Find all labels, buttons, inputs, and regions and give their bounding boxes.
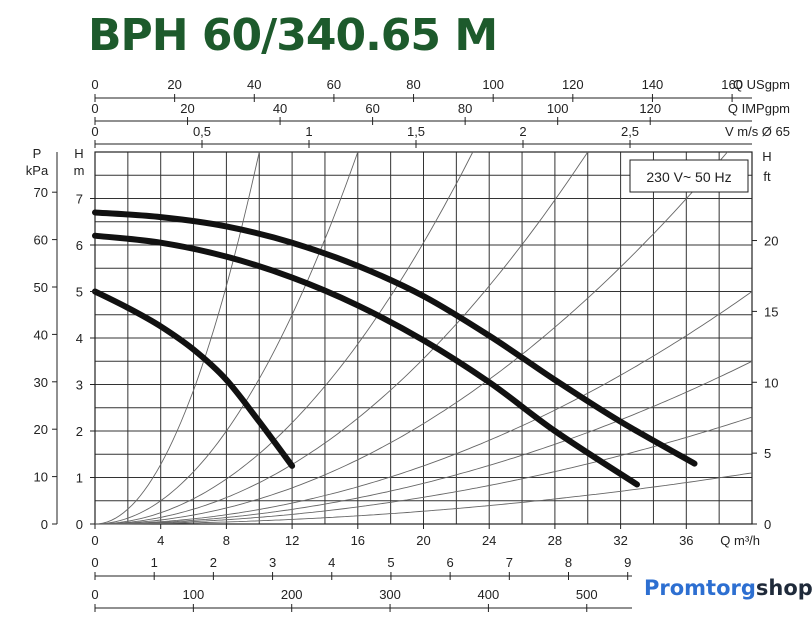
ft-tick-label: 20 <box>764 234 778 249</box>
bottom-axis-tick-label: 100 <box>183 587 205 602</box>
p-tick-label: 20 <box>34 422 48 437</box>
h-tick-label: 7 <box>76 192 83 207</box>
top-axis-label: V m/s Ø 65 <box>725 124 790 139</box>
top-axis-tick-label: 60 <box>365 101 379 116</box>
h-tick-label: 5 <box>76 285 83 300</box>
p-tick-label: 70 <box>34 185 48 200</box>
top-axis-tick-label: 20 <box>167 77 181 92</box>
bottom-axis-tick-label: 1 <box>151 555 158 570</box>
ft-tick-label: 15 <box>764 304 778 319</box>
system-curve-1 <box>94 151 260 525</box>
top-axis-tick-label: 0 <box>91 101 98 116</box>
h-tick-label: 0 <box>76 517 83 532</box>
system-curve-4 <box>95 151 589 525</box>
x-tick-label: 16 <box>351 533 365 548</box>
top-axis-tick-label: 60 <box>327 77 341 92</box>
ft-axis-label-bottom: ft <box>763 169 771 184</box>
x-tick-label: 4 <box>157 533 164 548</box>
x-tick-label: 20 <box>416 533 430 548</box>
top-axis-tick-label: 20 <box>180 101 194 116</box>
bottom-axis-tick-label: 200 <box>281 587 303 602</box>
system-curve-9 <box>95 472 753 525</box>
x-tick-label: 36 <box>679 533 693 548</box>
x-tick-label: 28 <box>548 533 562 548</box>
voltage-label: 230 V~ 50 Hz <box>646 169 731 185</box>
ft-tick-label: 10 <box>764 375 778 390</box>
h-axis-label-bottom: m <box>74 163 85 178</box>
top-axis-tick-label: 100 <box>547 101 569 116</box>
p-tick-label: 30 <box>34 375 48 390</box>
voltage-box <box>629 159 749 193</box>
bottom-axis-tick-label: 0 <box>91 555 98 570</box>
h-axis-label-top: H <box>74 146 83 161</box>
top-axis-tick-label: 120 <box>639 101 661 116</box>
pump-curve-3 <box>92 209 698 467</box>
pump-curve-1 <box>92 288 296 469</box>
chart-title: BPH 60/340.65 M <box>88 10 498 61</box>
top-axis-tick-label: 80 <box>458 101 472 116</box>
bottom-axis-tick-label: 7 <box>506 555 513 570</box>
top-axis-tick-label: 160 <box>721 77 743 92</box>
x-tick-label: 0 <box>91 533 98 548</box>
system-curve-6 <box>95 291 753 525</box>
system-curve-3 <box>95 151 474 525</box>
pump-curve-2 <box>92 232 640 488</box>
ft-axis-label-top: H <box>762 149 771 164</box>
p-tick-label: 60 <box>34 233 48 248</box>
p-tick-label: 40 <box>34 327 48 342</box>
top-axis-tick-label: 100 <box>482 77 504 92</box>
top-axis-label: Q IMPgpm <box>728 101 790 116</box>
top-axis-tick-label: 1 <box>305 124 312 139</box>
top-axis-tick-label: 120 <box>562 77 584 92</box>
system-curve-2 <box>94 151 359 525</box>
top-axis-tick-label: 0 <box>91 77 98 92</box>
bottom-axis-tick-label: 3 <box>269 555 276 570</box>
x-tick-label: 24 <box>482 533 496 548</box>
bottom-axis-tick-label: 500 <box>576 587 598 602</box>
p-tick-label: 10 <box>34 470 48 485</box>
logo-part2: shop <box>755 576 812 600</box>
top-axis-tick-label: 1,5 <box>407 124 425 139</box>
top-axis-tick-label: 2,5 <box>621 124 639 139</box>
bottom-axis-tick-label: 0 <box>91 587 98 602</box>
bottom-axis-tick-label: 300 <box>379 587 401 602</box>
p-tick-label: 0 <box>41 517 48 532</box>
p-axis-label-top: P <box>33 146 42 161</box>
top-axis-tick-label: 0,5 <box>193 124 211 139</box>
top-axis-tick-label: 0 <box>91 124 98 139</box>
bottom-axis-tick-label: 6 <box>447 555 454 570</box>
x-tick-label: 12 <box>285 533 299 548</box>
system-curve-7 <box>95 360 753 525</box>
ft-tick-label: 0 <box>764 517 771 532</box>
h-tick-label: 1 <box>76 471 83 486</box>
top-axis-tick-label: 140 <box>642 77 664 92</box>
top-axis-label: Q USgpm <box>733 77 790 92</box>
x-axis-label: Q m³/h <box>720 533 760 548</box>
top-axis-tick-label: 40 <box>247 77 261 92</box>
bottom-axis-tick-label: 9 <box>624 555 631 570</box>
x-tick-label: 8 <box>223 533 230 548</box>
top-axis-tick-label: 40 <box>273 101 287 116</box>
logo-part1: Promtorg <box>644 576 756 600</box>
p-tick-label: 50 <box>34 280 48 295</box>
h-tick-label: 6 <box>76 238 83 253</box>
top-axis-tick-label: 80 <box>406 77 420 92</box>
top-axis-tick-label: 2 <box>519 124 526 139</box>
system-curve-5 <box>95 151 728 525</box>
bottom-axis-tick-label: 5 <box>387 555 394 570</box>
x-tick-label: 32 <box>613 533 627 548</box>
bottom-axis-tick-label: 8 <box>565 555 572 570</box>
bottom-axis-tick-label: 2 <box>210 555 217 570</box>
system-curve-8 <box>95 416 753 525</box>
promtorgshop-logo[interactable]: Promtorgshop <box>644 576 812 600</box>
ft-tick-label: 5 <box>764 446 771 461</box>
h-tick-label: 4 <box>76 331 83 346</box>
h-tick-label: 3 <box>76 378 83 393</box>
bottom-axis-tick-label: 4 <box>328 555 335 570</box>
p-axis-label-bottom: kPa <box>26 163 49 178</box>
h-tick-label: 2 <box>76 424 83 439</box>
bottom-axis-tick-label: 400 <box>478 587 500 602</box>
